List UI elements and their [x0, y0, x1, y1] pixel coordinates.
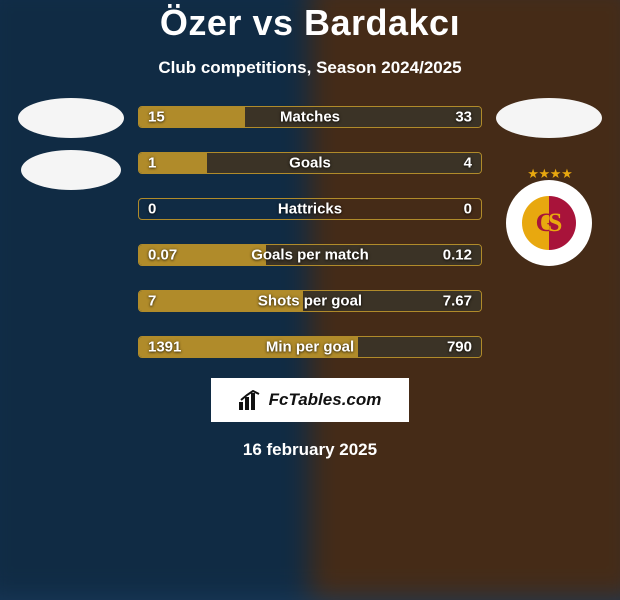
- left-player-badge-2: [21, 150, 121, 190]
- bar-label: Min per goal: [266, 339, 354, 356]
- bar-right-fill: [207, 153, 481, 173]
- comparison-bars: 15 33 Matches 1 4 Goals 0 0 Hattricks 0.07 0.12 Goa…: [138, 106, 482, 358]
- bar-label: Goals per match: [251, 247, 369, 264]
- bar-label: Goals: [289, 155, 331, 172]
- page-title: Özer vs Bardakcı: [160, 2, 460, 44]
- bar-row: 15 33 Matches: [138, 106, 482, 128]
- bar-row: 0.07 0.12 Goals per match: [138, 244, 482, 266]
- bar-left-value: 15: [148, 109, 165, 126]
- bar-left-value: 0.07: [148, 247, 177, 264]
- gs-letters: G S: [522, 196, 576, 250]
- bar-row: 1391 790 Min per goal: [138, 336, 482, 358]
- bar-label: Hattricks: [278, 201, 342, 218]
- content-root: Özer vs Bardakcı Club competitions, Seas…: [0, 0, 620, 580]
- right-player-column: ★ ★ ★ ★ G S: [496, 98, 602, 266]
- bar-label: Matches: [280, 109, 340, 126]
- gs-inner: G S: [522, 196, 576, 250]
- gs-letter-s: S: [548, 208, 562, 238]
- bar-left-value: 0: [148, 201, 156, 218]
- bar-right-value: 7.67: [443, 293, 472, 310]
- bar-row: 7 7.67 Shots per goal: [138, 290, 482, 312]
- bar-label: Shots per goal: [258, 293, 362, 310]
- bar-left-value: 7: [148, 293, 156, 310]
- footer-date: 16 february 2025: [243, 440, 377, 460]
- bar-left-value: 1: [148, 155, 156, 172]
- chart-icon: [239, 390, 261, 410]
- bar-right-value: 790: [447, 339, 472, 356]
- bar-right-value: 0.12: [443, 247, 472, 264]
- page-subtitle: Club competitions, Season 2024/2025: [158, 58, 461, 78]
- bar-left-value: 1391: [148, 339, 181, 356]
- footer-brand-text: FcTables.com: [269, 390, 382, 410]
- bar-right-value: 0: [464, 201, 472, 218]
- gs-circle: G S: [506, 180, 592, 266]
- footer-brand-badge: FcTables.com: [211, 378, 410, 422]
- bar-right-value: 4: [464, 155, 472, 172]
- left-player-badge-1: [18, 98, 124, 138]
- chart-area: 15 33 Matches 1 4 Goals 0 0 Hattricks 0.07 0.12 Goa…: [0, 106, 620, 358]
- left-player-column: [18, 98, 124, 190]
- bar-right-value: 33: [455, 109, 472, 126]
- right-player-badge-1: [496, 98, 602, 138]
- bar-row: 1 4 Goals: [138, 152, 482, 174]
- galatasaray-badge: ★ ★ ★ ★ G S: [506, 180, 592, 266]
- bar-row: 0 0 Hattricks: [138, 198, 482, 220]
